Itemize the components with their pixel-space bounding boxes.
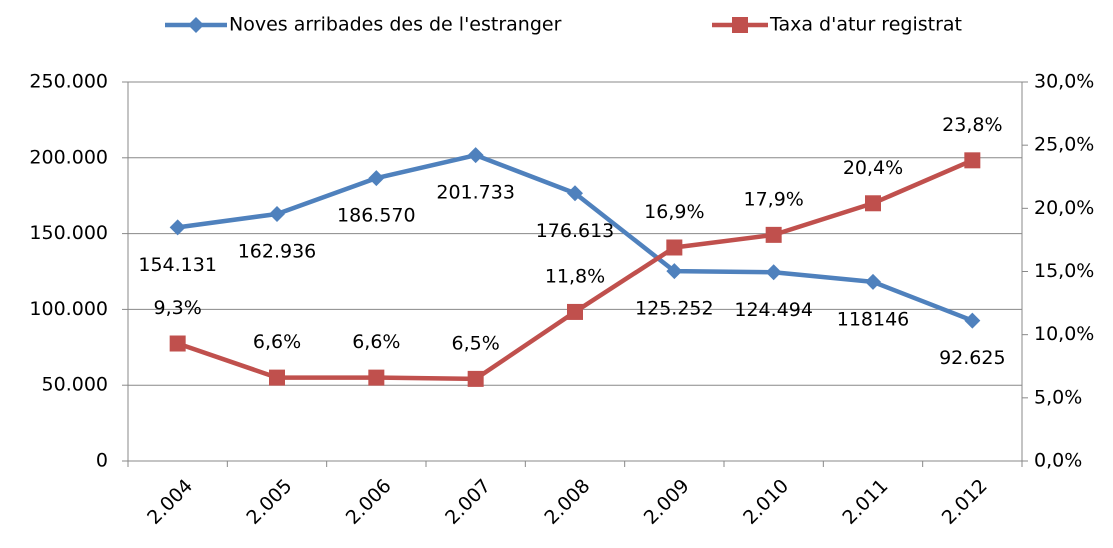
data-point [368,170,385,187]
data-point [269,205,285,222]
data-label: 186.570 [337,205,416,227]
x-tick-label: 2.009 [640,475,694,529]
data-point [567,185,583,202]
data-point [666,263,683,280]
data-label: 20,4% [843,157,903,179]
data-point [467,147,484,164]
data-label: 125.252 [635,298,714,320]
x-tick-label: 2.006 [342,475,396,529]
x-tick-label: 2.011 [838,475,892,529]
y2-tick-label: 0,0% [1034,450,1082,472]
data-point [368,369,385,386]
y-tick-label: 150.000 [29,222,108,244]
data-point [269,369,285,386]
data-label: 9,3% [154,297,202,319]
data-label: 17,9% [743,188,803,210]
data-label: 6,5% [452,332,500,354]
legend-label: Noves arribades des de l'estranger [229,14,562,36]
data-point [865,195,881,212]
data-label: 6,6% [253,331,301,353]
y-tick-label: 0 [96,450,108,472]
legend-marker [732,17,748,33]
data-label: 118146 [837,308,910,330]
data-point [964,152,981,169]
data-label: 92.625 [939,347,1005,369]
data-point [169,335,186,352]
y2-tick-label: 20,0% [1034,197,1094,219]
data-label: 6,6% [352,331,400,353]
x-tick-label: 2.004 [143,475,197,529]
y-tick-label: 200.000 [29,146,108,168]
data-point [765,226,782,243]
data-point [567,303,583,320]
data-label: 154.131 [138,254,217,276]
data-point [964,312,981,329]
data-label: 11,8% [545,265,605,287]
data-label: 176.613 [536,220,615,242]
x-tick-label: 2.007 [441,475,495,529]
x-tick-label: 2.010 [739,475,793,529]
y-tick-label: 50.000 [42,374,108,396]
y-tick-label: 250.000 [29,71,108,93]
y2-tick-label: 10,0% [1034,323,1094,345]
x-tick-label: 2.012 [938,475,992,529]
y2-tick-label: 25,0% [1034,134,1094,156]
data-label: 16,9% [644,201,704,223]
y2-tick-label: 15,0% [1034,260,1094,282]
data-label: 162.936 [238,240,317,262]
data-point [765,264,782,281]
x-tick-label: 2.005 [242,475,296,529]
y2-tick-label: 30,0% [1034,71,1094,93]
data-label: 201.733 [436,182,515,204]
legend-marker [188,17,204,33]
data-label: 23,8% [942,114,1002,136]
x-tick-label: 2.008 [540,475,594,529]
data-point [169,219,186,236]
legend-label: Taxa d'atur registrat [769,14,962,36]
data-point [865,273,881,290]
data-point [467,370,484,387]
data-point [666,239,683,256]
y2-tick-label: 5,0% [1034,386,1082,408]
y-tick-label: 100.000 [29,298,108,320]
data-label: 124.494 [734,299,813,321]
